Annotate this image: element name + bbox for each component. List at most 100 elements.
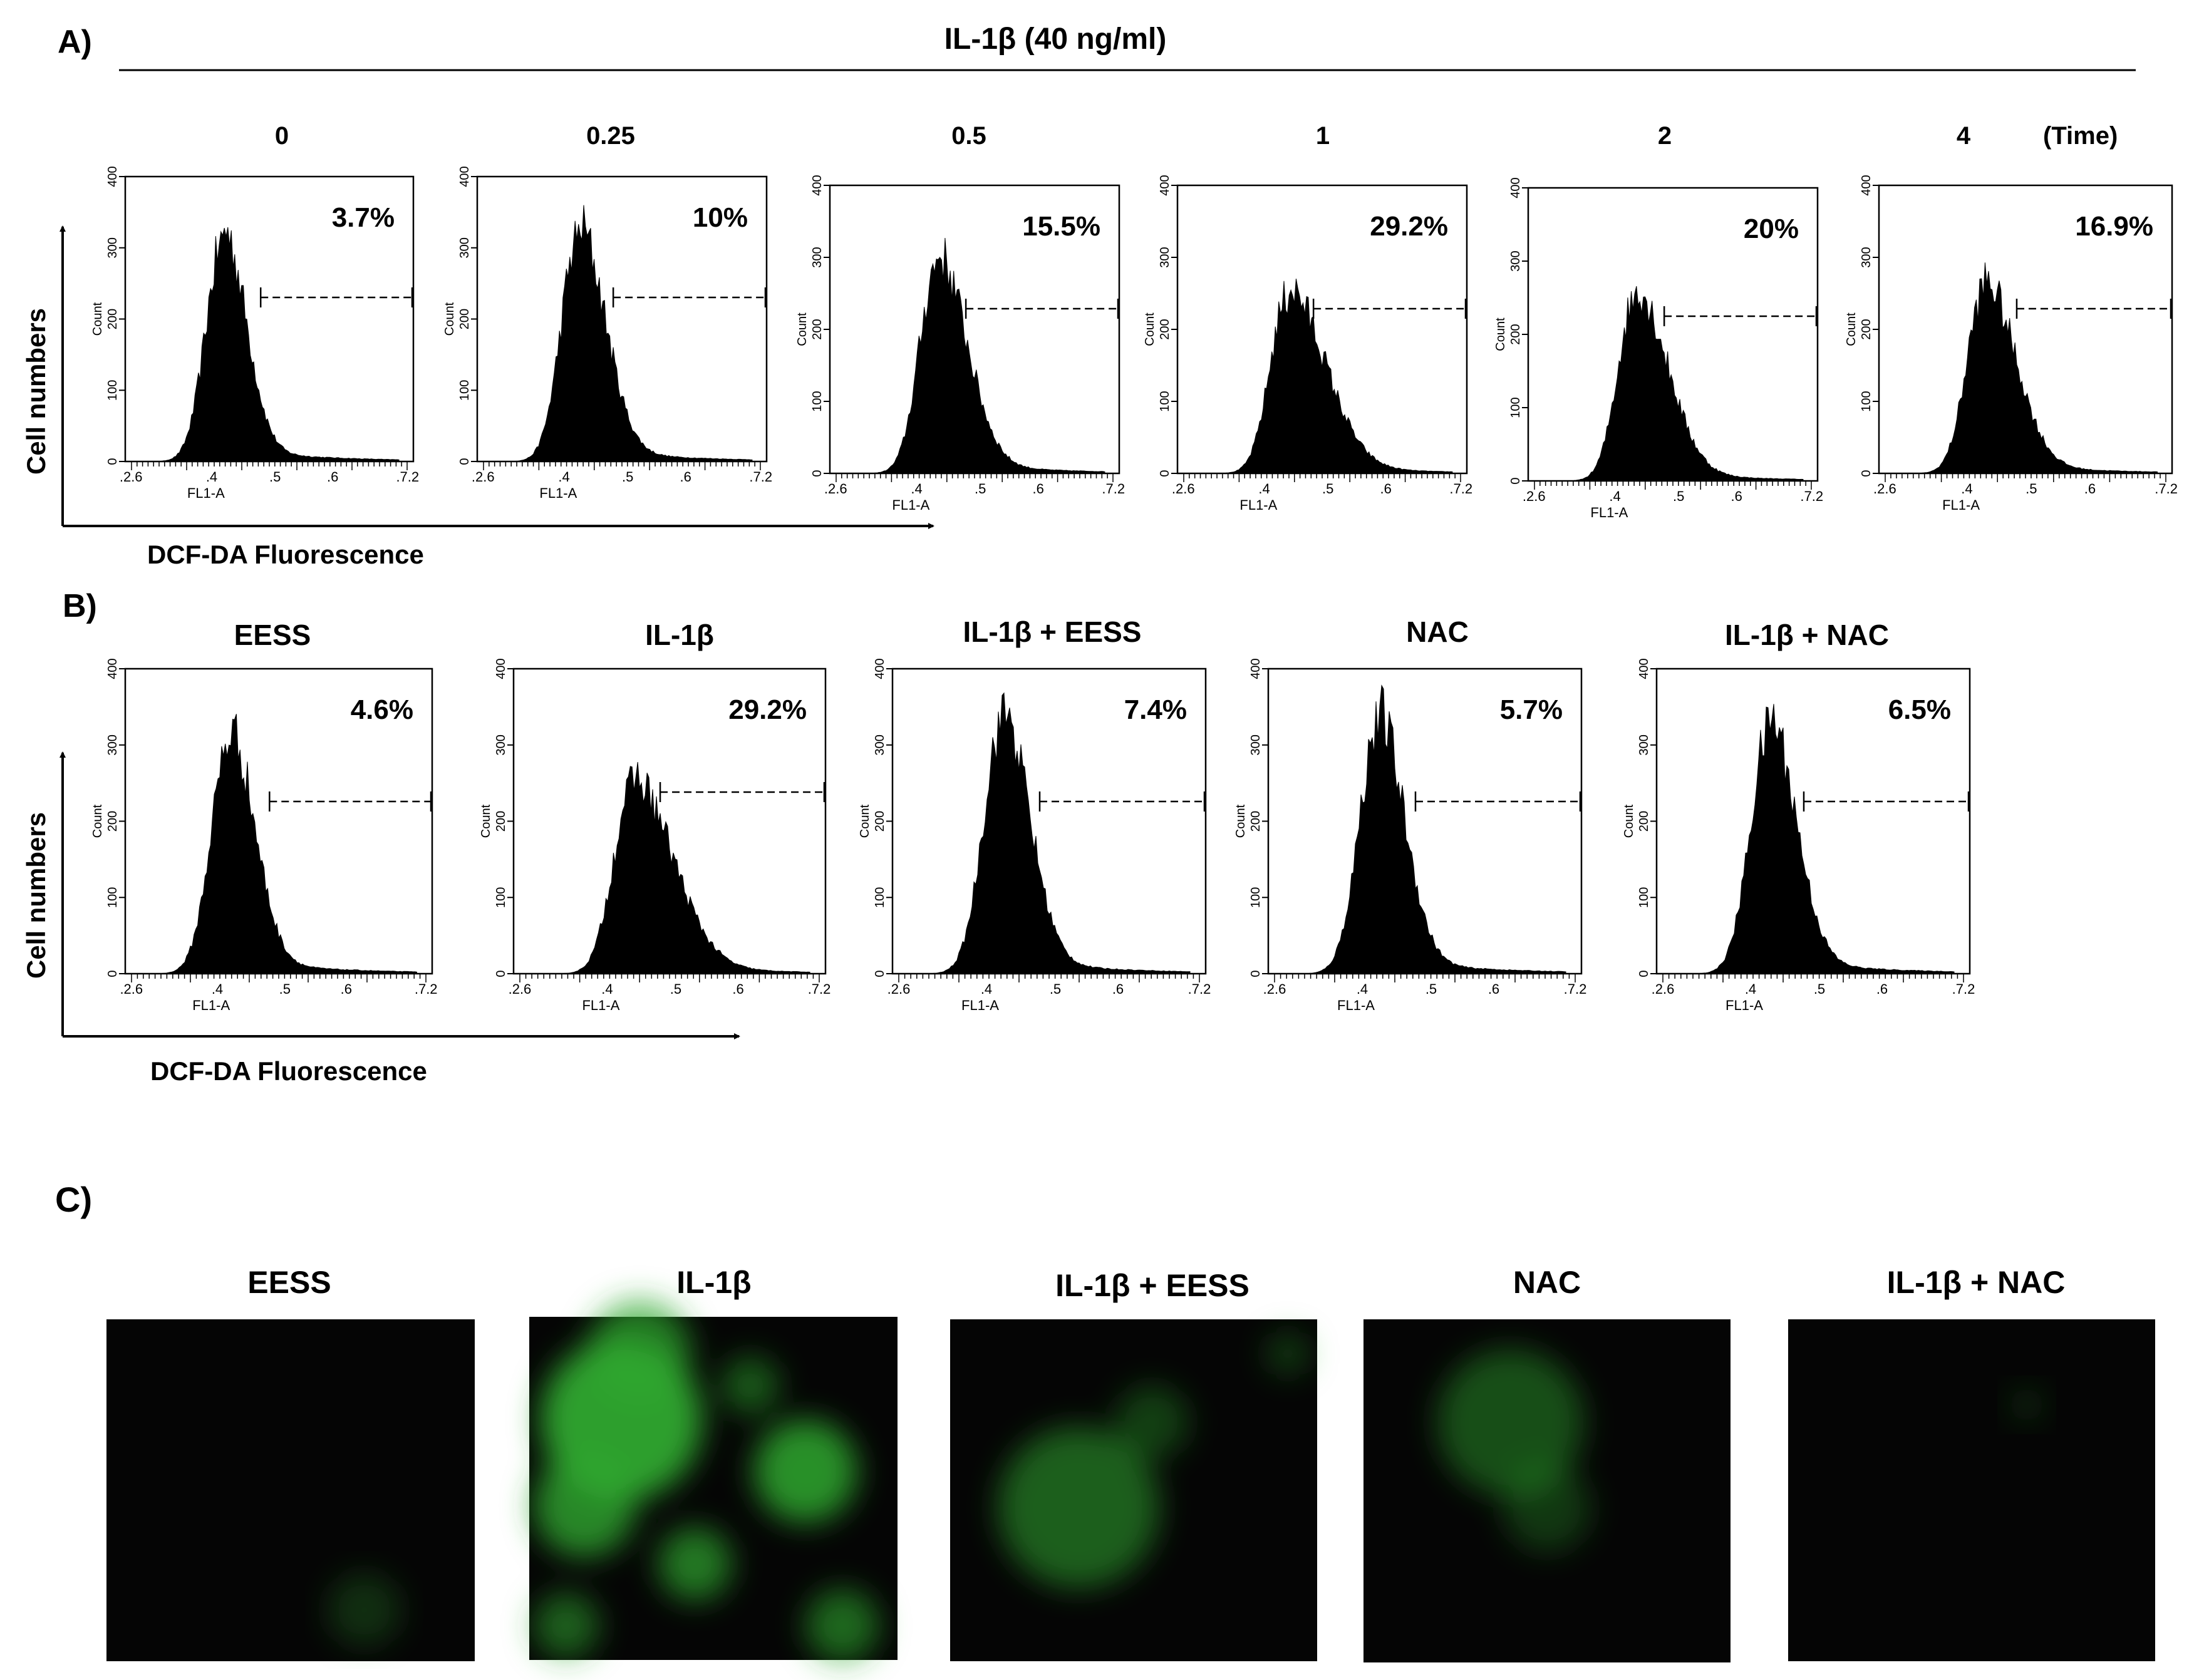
x-tick-label: .2.6 bbox=[887, 981, 911, 997]
x-tick-label: .2.6 bbox=[1873, 481, 1896, 497]
condition-label: IL-1β + EESS bbox=[963, 616, 1141, 648]
y-tick-label: 0 bbox=[106, 458, 120, 465]
y-axis-title: Count bbox=[1234, 804, 1248, 838]
y-tick-label: 200 bbox=[106, 811, 120, 832]
y-tick-label: 300 bbox=[1509, 250, 1523, 271]
gated-percent-label: 5.7% bbox=[1500, 694, 1563, 725]
y-tick-label: 100 bbox=[1158, 391, 1172, 411]
x-tick-label: .7.2 bbox=[396, 469, 419, 485]
fluorescence-blob bbox=[532, 1454, 636, 1557]
y-axis-title: Count bbox=[479, 804, 493, 838]
x-tick-label: .4 bbox=[1609, 488, 1620, 504]
y-tick-label: 0 bbox=[106, 970, 120, 977]
histogram-distribution bbox=[1893, 262, 2158, 474]
histogram-distribution bbox=[1192, 279, 1453, 474]
fluorescence-signal bbox=[327, 1573, 401, 1647]
y-tick-label: 400 bbox=[494, 658, 508, 679]
panel-b-label: B) bbox=[63, 588, 97, 624]
y-tick-label: 300 bbox=[106, 734, 120, 755]
x-axis-title: FL1-A bbox=[961, 997, 999, 1013]
micrograph-image bbox=[1788, 1319, 2155, 1661]
x-tick-label: .4 bbox=[601, 981, 613, 997]
x-tick-label: .6 bbox=[1112, 981, 1124, 997]
x-tick-label: .5 bbox=[1814, 981, 1825, 997]
x-tick-label: .2.6 bbox=[120, 469, 143, 485]
y-tick-label: 100 bbox=[810, 391, 824, 411]
y-tick-label: 100 bbox=[106, 380, 120, 401]
fluorescence-blob bbox=[1503, 1464, 1591, 1552]
fluorescence-blob bbox=[1437, 1349, 1584, 1496]
y-tick-label: 400 bbox=[106, 658, 120, 679]
y-tick-label: 200 bbox=[810, 319, 824, 339]
y-tick-label: 300 bbox=[494, 734, 508, 755]
x-tick-label: .5 bbox=[1322, 481, 1333, 497]
micrograph-label: IL-1β + NAC bbox=[1887, 1265, 2066, 1300]
x-tick-label: .6 bbox=[1032, 481, 1043, 497]
x-axis-title: FL1-A bbox=[539, 485, 577, 501]
panel-a-label: A) bbox=[58, 24, 92, 60]
x-tick-label: .2.6 bbox=[1263, 981, 1286, 997]
micrograph-label: IL-1β bbox=[676, 1265, 751, 1300]
micrograph-4: IL-1β + NAC bbox=[1788, 1265, 2155, 1661]
x-tick-label: .7.2 bbox=[415, 981, 438, 997]
y-tick-label: 200 bbox=[494, 811, 508, 832]
histogram-b-2: IL-1β + EESS 7.4% 0 100 200 300 400 Count .2.6 .4… bbox=[858, 616, 1211, 1013]
y-tick-label: 100 bbox=[873, 887, 887, 908]
condition-label: 0.5 bbox=[951, 122, 986, 150]
histogram-b-3: NAC 5.7% 0 100 200 300 400 Count .2.6 .4 .5 .6 .7.2 F… bbox=[1234, 616, 1586, 1013]
fluorescence-blob bbox=[1115, 1385, 1189, 1459]
x-tick-label: .7.2 bbox=[1952, 981, 1975, 997]
y-tick-label: 300 bbox=[1860, 247, 1873, 267]
condition-label: IL-1β bbox=[645, 619, 714, 651]
panel-c-label: C) bbox=[55, 1180, 92, 1219]
fluorescence-blob bbox=[327, 1573, 401, 1647]
x-tick-label: .6 bbox=[1380, 481, 1391, 497]
fluorescence-blob bbox=[588, 1299, 691, 1403]
y-tick-label: 400 bbox=[1158, 175, 1172, 195]
x-tick-label: .2.6 bbox=[120, 981, 143, 997]
condition-label: IL-1β + NAC bbox=[1725, 619, 1889, 651]
y-tick-label: 300 bbox=[810, 247, 824, 267]
y-axis-title: Count bbox=[795, 312, 809, 346]
histogram-a-4: 2 20% 0 100 200 300 400 Count .2.6 .4 .5 .6 .7.2 FL1-… bbox=[1494, 122, 1823, 520]
histogram-distribution bbox=[1672, 704, 1955, 974]
y-tick-label: 0 bbox=[1637, 970, 1651, 977]
y-tick-label: 100 bbox=[494, 887, 508, 908]
x-tick-label: .4 bbox=[981, 981, 992, 997]
x-tick-label: .5 bbox=[1050, 981, 1061, 997]
x-tick-label: .7.2 bbox=[1800, 488, 1823, 504]
panel-b-xlabel: DCF-DA Fluorescence bbox=[150, 1056, 427, 1086]
y-axis-title: Count bbox=[1494, 317, 1508, 351]
fluorescence-blob bbox=[532, 1592, 599, 1659]
histogram-distribution bbox=[908, 692, 1191, 974]
y-axis-title: Count bbox=[443, 302, 457, 336]
x-tick-label: .7.2 bbox=[1564, 981, 1587, 997]
histogram-panels: 03.7%0100200300400Count.2.6.4.5.6.7.2FL1… bbox=[91, 122, 2178, 1013]
y-tick-label: 300 bbox=[1637, 734, 1651, 755]
x-tick-label: .7.2 bbox=[808, 981, 831, 997]
fluorescence-blob bbox=[998, 1426, 1160, 1589]
condition-label: NAC bbox=[1406, 616, 1469, 648]
x-tick-label: .7.2 bbox=[1188, 981, 1211, 997]
gated-percent-label: 6.5% bbox=[1888, 694, 1951, 725]
y-tick-label: 0 bbox=[494, 970, 508, 977]
x-axis-title: FL1-A bbox=[1239, 497, 1277, 513]
histogram-a-2: 0.5 15.5% 0 100 200 300 400 Count .2.6 .4 .5 .6 .7.2… bbox=[795, 122, 1125, 513]
y-tick-label: 300 bbox=[873, 734, 887, 755]
y-axis-title: Count bbox=[1622, 804, 1636, 838]
x-axis-title: FL1-A bbox=[892, 497, 929, 513]
y-tick-label: 100 bbox=[1860, 391, 1873, 411]
y-tick-label: 400 bbox=[106, 166, 120, 187]
fluorescence-blob bbox=[805, 1589, 879, 1662]
y-tick-label: 200 bbox=[106, 309, 120, 329]
x-tick-label: .4 bbox=[1357, 981, 1368, 997]
x-axis-title: FL1-A bbox=[1337, 997, 1375, 1013]
y-tick-label: 200 bbox=[873, 811, 887, 832]
x-tick-label: .5 bbox=[975, 481, 986, 497]
histogram-distribution bbox=[1543, 286, 1804, 482]
micrograph-label: IL-1β + EESS bbox=[1055, 1268, 1250, 1303]
micrograph-panels: EESS IL-1β IL-1β + EESS NAC IL-1β + NAC bbox=[106, 1265, 2155, 1662]
y-tick-label: 0 bbox=[1158, 470, 1172, 477]
y-tick-label: 0 bbox=[1509, 477, 1523, 484]
x-tick-label: .6 bbox=[1731, 488, 1742, 504]
